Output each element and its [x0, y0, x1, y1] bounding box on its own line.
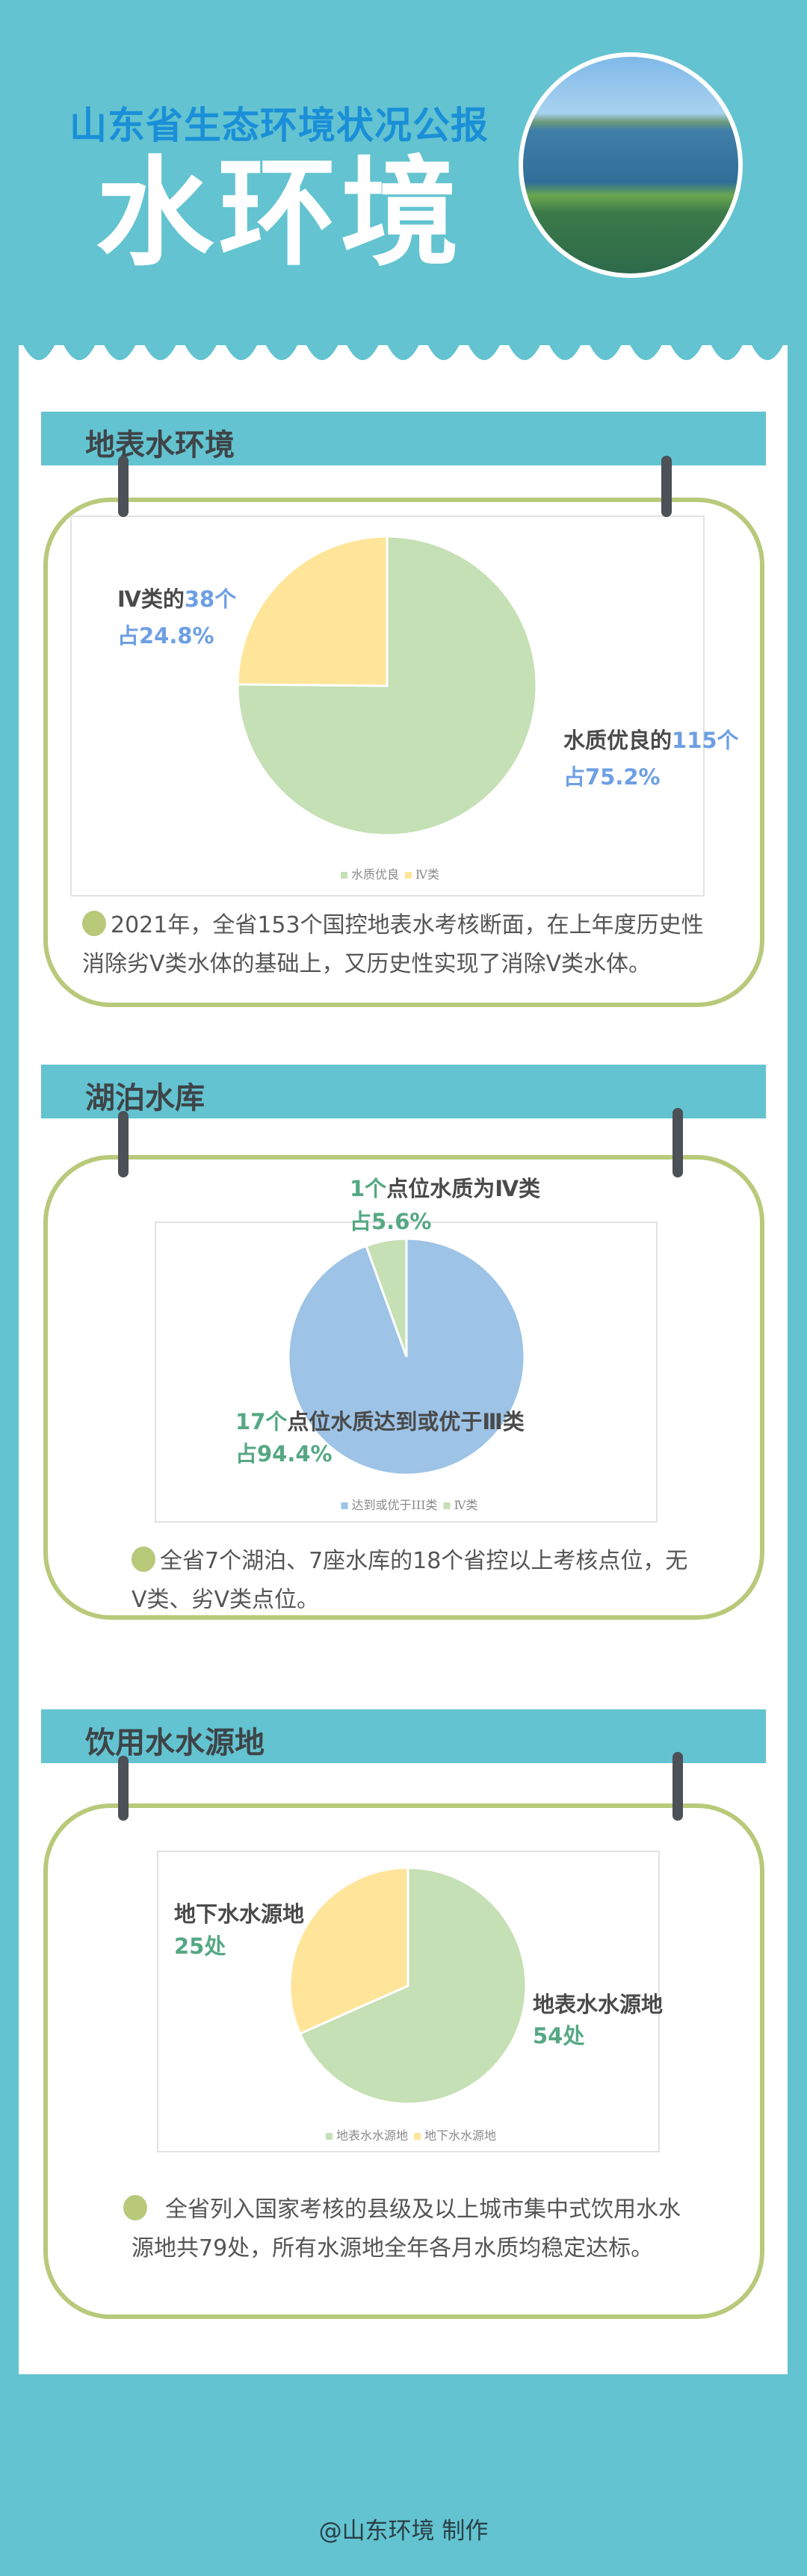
label-good-pct: 占75.2% — [563, 764, 661, 790]
pin — [672, 1752, 683, 1821]
bullet-dot — [132, 1546, 155, 1572]
section-heading-lakes: 湖泊水库 — [41, 1065, 766, 1118]
pin — [672, 1108, 683, 1177]
pin — [661, 456, 672, 517]
label-good: 水质优良的115个 — [563, 728, 739, 753]
label-surface: 地表水水源地 — [533, 1992, 664, 2017]
label-text: 水质优良的 — [563, 728, 672, 753]
paragraph-surface-water: 2021年，全省153个国控地表水考核断面，在上年度历史性 消除劣V类水体的基础… — [82, 906, 755, 984]
pie-slice-1 — [236, 535, 389, 687]
label-class3: 17个点位水质达到或优于Ⅲ类 — [235, 1409, 525, 1434]
chart-legend: 达到或优于III类 Ⅳ类 — [336, 1495, 478, 1513]
label-count: 38个 — [184, 586, 237, 612]
legend-swatch — [340, 872, 347, 879]
pie-slice-1 — [365, 1237, 408, 1357]
pie-slice-0 — [298, 1866, 528, 2105]
paragraph-line: 源地共79处，所有水源地全年各月水质均稳定达标。 — [132, 2235, 654, 2261]
legend-swatch — [325, 2133, 333, 2140]
pin — [118, 1756, 129, 1821]
pie-slice-1 — [288, 1866, 409, 2036]
label-class4-pct: 占24.8% — [117, 623, 214, 648]
label-text: 点位水质达到或优于Ⅲ类 — [287, 1409, 525, 1434]
pin — [118, 1111, 129, 1177]
section-heading-text: 地表水环境 — [85, 427, 235, 462]
paragraph-lakes: 全省7个湖泊、7座水库的18个省控以上考核点位，无 Ⅴ类、劣Ⅴ类点位。 — [132, 1542, 744, 1620]
legend-swatch — [405, 872, 412, 879]
paragraph-line: 全省列入国家考核的县级及以上城市集中式饮用水水 — [165, 2196, 681, 2223]
label-count: 115个 — [672, 728, 739, 753]
legend-swatch — [414, 2133, 421, 2140]
label-count: 1个 — [350, 1176, 387, 1201]
label-groundwater-count: 25处 — [174, 1933, 226, 1959]
label-text: 点位水质为Ⅳ类 — [386, 1176, 541, 1201]
paragraph-drinking-water: 全省列入国家考核的县级及以上城市集中式饮用水水 源地共79处，所有水源地全年各月… — [123, 2190, 743, 2268]
paragraph-line: Ⅴ类、劣Ⅴ类点位。 — [132, 1587, 320, 1613]
label-class4: Ⅳ类的38个 — [117, 586, 236, 612]
legend-label: 地表水水源地 — [336, 2128, 408, 2143]
section-heading-text: 湖泊水库 — [85, 1080, 205, 1115]
bullet-dot — [82, 911, 106, 936]
pie-chart-lakes — [287, 1237, 526, 1476]
pie-chart-surface-water — [236, 535, 538, 837]
section-heading-drinking-water: 饮用水水源地 — [41, 1709, 766, 1763]
pin — [118, 456, 129, 517]
label-count: 17个 — [235, 1409, 288, 1434]
label-class4: 1个点位水质为Ⅳ类 — [350, 1176, 540, 1201]
chart-legend: 水质优良 Ⅳ类 — [335, 864, 439, 882]
section-heading-text: 饮用水水源地 — [85, 1725, 265, 1760]
paragraph-line: 消除劣V类水体的基础上，又历史性实现了消除V类水体。 — [82, 951, 652, 977]
chart-legend: 地表水水源地 地下水水源地 — [320, 2125, 496, 2143]
legend-swatch — [341, 1502, 348, 1509]
label-class4-pct: 占5.6% — [350, 1209, 432, 1234]
scallop-shape — [19, 345, 788, 363]
legend-label: 水质优良 — [350, 867, 400, 882]
legend-label: 地下水水源地 — [424, 2128, 497, 2143]
label-surface-count: 54处 — [533, 2023, 585, 2049]
paragraph-line: 全省7个湖泊、7座水库的18个省控以上考核点位，无 — [160, 1548, 688, 1574]
label-class3-pct: 占94.4% — [235, 1441, 333, 1467]
page-title: 水环境 — [96, 145, 463, 282]
legend-label: Ⅳ类 — [454, 1498, 478, 1512]
bullet-dot — [123, 2195, 147, 2220]
pie-chart-drinking-water — [288, 1866, 528, 2105]
legend-swatch — [443, 1502, 451, 1509]
section-heading-surface-water: 地表水环境 — [41, 412, 766, 465]
label-groundwater: 地下水水源地 — [174, 1901, 305, 1927]
legend-label: Ⅳ类 — [415, 867, 440, 882]
legend-label: 达到或优于III类 — [351, 1498, 438, 1512]
label-text: Ⅳ类的 — [117, 586, 185, 612]
lake-photo — [519, 52, 743, 278]
footer-credit: @山东环境 制作 — [318, 2518, 489, 2545]
report-subtitle: 山东省生态环境状况公报 — [69, 104, 489, 147]
paragraph-line: 2021年，全省153个国控地表水考核断面，在上年度历史性 — [111, 912, 704, 938]
scalloped-edge — [19, 345, 788, 363]
